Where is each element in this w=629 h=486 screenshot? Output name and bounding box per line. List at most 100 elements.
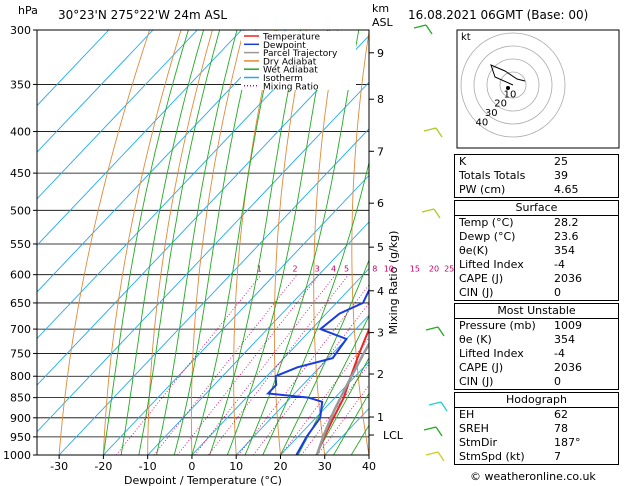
mixing-ratio-line — [280, 337, 369, 455]
wind-barb — [425, 24, 433, 35]
isotherm-line — [37, 30, 154, 153]
dry-adiabat-line — [58, 30, 151, 455]
hodograph-ring-label: 30 — [485, 108, 498, 119]
general-index-row: PW (cm) 4.65 — [455, 183, 618, 197]
hodograph-ring — [460, 32, 566, 138]
most-unstable-index-label: Lifted Index — [459, 347, 524, 360]
most-unstable-index-row: CAPE (J) 2036 — [455, 361, 618, 375]
mixing-ratio-label: 20 — [429, 265, 439, 274]
hodograph-trace — [490, 64, 526, 86]
wet-adiabat-line — [226, 30, 329, 455]
most-unstable-index-label: θe (K) — [459, 333, 492, 346]
general-index-value: 25 — [554, 155, 568, 168]
surface-index-row: Dewp (°C) 23.6 — [455, 230, 618, 244]
mixing-ratio-label: 2 — [292, 265, 297, 274]
km-tick-label: 4 — [377, 285, 384, 298]
wet-adiabat-line — [173, 30, 257, 455]
wind-barb — [423, 127, 437, 132]
dry-adiabat-line — [351, 30, 369, 455]
pressure-tick-label: 650 — [10, 297, 31, 310]
isotherm-line — [58, 128, 369, 455]
surface-index-label: Temp (°C) — [459, 216, 514, 229]
pressure-tick-label: 750 — [10, 347, 31, 360]
x-tick-label: 40 — [362, 460, 376, 473]
general-index-value: 39 — [554, 169, 568, 182]
wind-barb — [423, 426, 437, 431]
km-tick-label: 7 — [377, 145, 384, 158]
hodograph-index-value: 187° — [554, 436, 581, 449]
y-axis-mixing-ratio-label: Mixing Ratio (g/kg) — [387, 231, 400, 335]
wet-adiabat-line — [262, 160, 369, 455]
pressure-tick-label: 300 — [10, 24, 31, 37]
km-tick-label: 1 — [377, 411, 384, 424]
pressure-tick-label: 800 — [10, 370, 31, 383]
general-indices-box: K 25 Totals Totals 39 PW (cm) 4.65 — [454, 154, 619, 198]
surface-index-row: θe(K) 354 — [455, 244, 618, 258]
most-unstable-index-value: 0 — [554, 375, 561, 388]
wet-adiabat-line — [209, 30, 302, 455]
mixing-ratio-label: 15 — [410, 265, 420, 274]
wet-adiabat-line — [191, 30, 278, 455]
mixing-ratio-label: 5 — [344, 265, 349, 274]
isotherm-line — [37, 30, 331, 340]
mixing-ratio-line — [177, 274, 320, 455]
hodograph-title: Hodograph — [455, 393, 618, 408]
pressure-tick-label: 450 — [10, 167, 31, 180]
surface-index-label: Dewp (°C) — [459, 230, 516, 243]
isotherm-line — [37, 30, 287, 293]
series-temperature — [315, 326, 369, 455]
most-unstable-title: Most Unstable — [455, 304, 618, 319]
isotherm-line — [37, 30, 242, 246]
hodograph-ring-label: 10 — [504, 89, 517, 100]
x-tick-label: 30 — [318, 460, 332, 473]
dry-adiabat-line — [147, 30, 213, 455]
surface-index-value: 28.2 — [554, 216, 579, 229]
surface-index-value: 23.6 — [554, 230, 579, 243]
hodograph-index-label: StmDir — [459, 436, 498, 449]
most-unstable-index-label: CIN (J) — [459, 375, 494, 388]
mixing-ratio-line — [238, 284, 369, 455]
pressure-tick-label: 350 — [10, 78, 31, 91]
dry-adiabat-line — [273, 30, 307, 455]
wet-adiabat-line — [333, 392, 369, 455]
hodograph-index-label: StmSpd (kt) — [459, 450, 525, 463]
most-unstable-index-value: 354 — [554, 333, 575, 346]
general-index-row: K 25 — [455, 155, 618, 169]
wind-barb — [437, 326, 445, 337]
pressure-tick-label: 850 — [10, 392, 31, 405]
pressure-tick-label: 600 — [10, 269, 31, 282]
general-index-label: PW (cm) — [459, 183, 506, 196]
surface-index-value: 0 — [554, 286, 561, 299]
legend-label: Isotherm — [263, 74, 303, 84]
lcl-label: LCL — [383, 429, 404, 442]
mixing-ratio-label: 4 — [331, 265, 336, 274]
pressure-tick-label: 700 — [10, 323, 31, 336]
km-label: km — [372, 2, 389, 15]
dry-adiabat-line — [313, 30, 339, 455]
asl-label: ASL — [372, 16, 394, 29]
mixing-ratio-line — [115, 274, 262, 455]
wind-barb — [425, 326, 439, 331]
location-title: 30°23'N 275°22'W 24m ASL — [58, 8, 228, 22]
mixing-ratio-line — [317, 384, 369, 455]
surface-index-label: CAPE (J) — [459, 272, 504, 285]
mixing-ratio-label: 3 — [315, 265, 320, 274]
hodograph-index-value: 7 — [554, 450, 561, 463]
wind-barb — [421, 208, 435, 213]
isotherm-line — [235, 314, 369, 455]
x-tick-label: 20 — [273, 460, 287, 473]
wet-adiabat-line — [156, 30, 238, 455]
mixing-ratio-line — [252, 302, 369, 455]
mixing-ratio-label: 8 — [372, 265, 377, 274]
general-index-label: K — [459, 155, 467, 168]
pressure-tick-label: 500 — [10, 204, 31, 217]
hodograph-box: Hodograph EH 62 SREH 78 StmDir 187° StmSpd (kt… — [454, 392, 619, 465]
dry-adiabat-line — [620, 30, 629, 455]
mixing-ratio-label: 10 — [384, 265, 394, 274]
x-axis-label: Dewpoint / Temperature (°C) — [124, 474, 282, 486]
datetime-title: 16.08.2021 06GMT (Base: 00) — [408, 8, 589, 22]
plot-frame — [36, 29, 370, 456]
general-index-row: Totals Totals 39 — [455, 169, 618, 183]
wet-adiabat-line — [102, 30, 189, 455]
wet-adiabat-line — [280, 258, 369, 455]
